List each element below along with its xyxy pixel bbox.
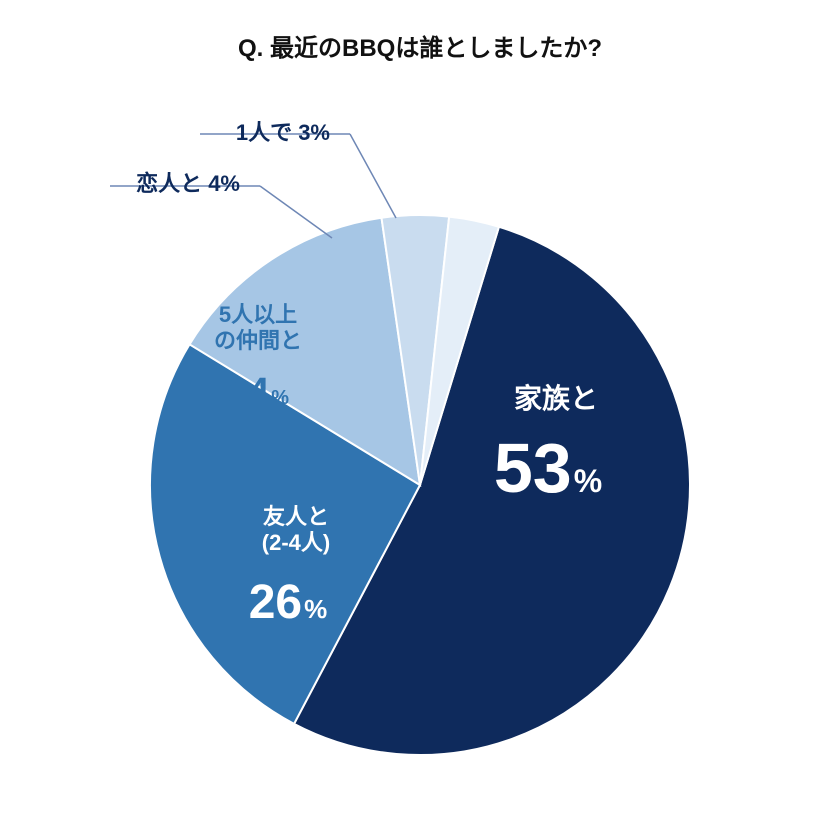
slice-label-text-family: 家族と <box>514 382 598 414</box>
callout-line-lover <box>260 186 332 238</box>
pie-slices <box>150 215 690 755</box>
callout-label-alone: 1人で 3% <box>236 120 330 145</box>
slice-label-line2-friends: (2-4人) <box>262 530 330 555</box>
slice-label-line1-group5plus: 5人以上 <box>219 302 297 327</box>
callout-line-alone <box>350 134 396 218</box>
chart-title: Q. 最近のBBQは誰としましたか? <box>0 28 840 63</box>
pie-chart: 恋人と 4%1人で 3%家族と53%友人と(2-4人)26%5人以上の仲間と14… <box>0 0 840 838</box>
chart-stage: Q. 最近のBBQは誰としましたか? 恋人と 4%1人で 3%家族と53%友人と… <box>0 0 840 838</box>
slice-label-line2-group5plus: の仲間と <box>214 328 302 353</box>
callout-label-lover: 恋人と 4% <box>136 171 240 196</box>
pie-callouts: 恋人と 4% 1人で 3% <box>110 120 396 238</box>
slice-label-line1-friends: 友人と <box>263 504 329 529</box>
